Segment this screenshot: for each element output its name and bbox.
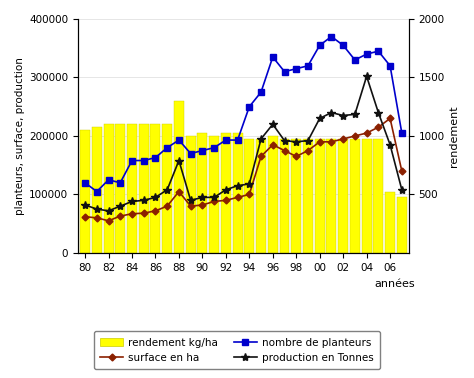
Bar <box>362 139 372 253</box>
Bar <box>350 139 360 253</box>
Bar <box>397 197 407 253</box>
Bar <box>115 124 125 253</box>
Bar <box>92 127 102 253</box>
Y-axis label: planteurs, surface, production: planteurs, surface, production <box>15 57 25 215</box>
Bar <box>244 139 254 253</box>
Bar <box>315 139 325 253</box>
Bar <box>80 130 90 253</box>
Bar <box>385 192 395 253</box>
Bar <box>186 136 196 253</box>
Bar <box>280 139 290 253</box>
Bar <box>291 139 301 253</box>
Bar <box>303 139 313 253</box>
Bar <box>221 133 231 253</box>
Bar <box>162 124 172 253</box>
Bar <box>233 133 243 253</box>
Legend: rendement kg/ha, surface en ha, nombre de planteurs, production en Tonnes: rendement kg/ha, surface en ha, nombre d… <box>94 331 380 369</box>
Bar <box>268 136 278 253</box>
Bar <box>197 133 207 253</box>
Bar <box>256 139 266 253</box>
Bar <box>139 124 149 253</box>
Text: années: années <box>375 279 416 289</box>
Bar <box>150 124 160 253</box>
Bar <box>103 124 113 253</box>
Bar <box>174 101 184 253</box>
Bar <box>327 139 337 253</box>
Y-axis label: rendement: rendement <box>449 105 459 167</box>
Bar <box>209 136 219 253</box>
Bar <box>127 124 137 253</box>
Bar <box>338 139 348 253</box>
Bar <box>374 139 383 253</box>
